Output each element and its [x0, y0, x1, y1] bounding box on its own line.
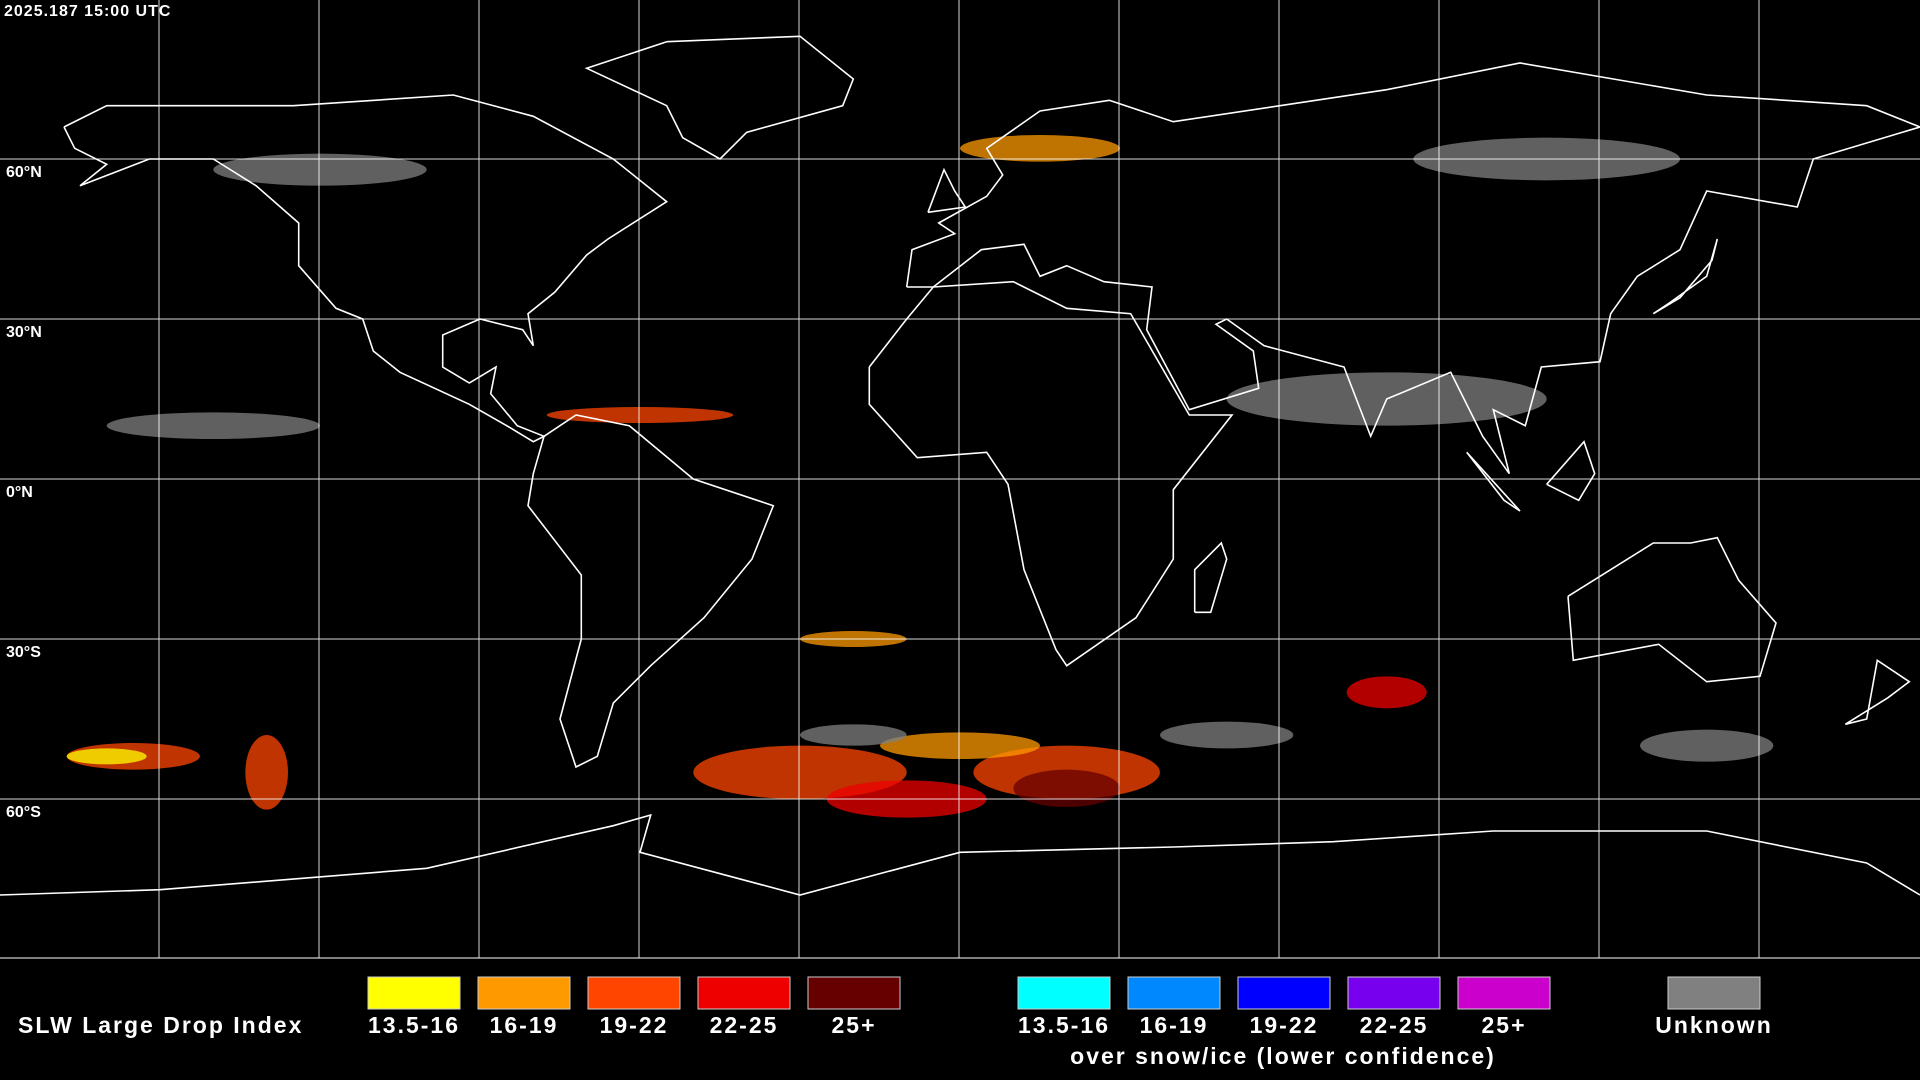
legend-label: 25+: [1481, 1012, 1526, 1038]
legend-label: 22-25: [1360, 1012, 1429, 1038]
cloud-patch: [960, 135, 1120, 162]
coastline: [1546, 440, 1596, 502]
coastline: [1652, 238, 1719, 315]
legend-label: Unknown: [1655, 1012, 1773, 1038]
coastline: [868, 280, 1234, 667]
legend-swatch: [1237, 976, 1331, 1010]
legend-label: 16-19: [490, 1012, 559, 1038]
legend-swatch: [587, 976, 681, 1010]
legend-swatch: [1127, 976, 1221, 1010]
cloud-patch: [1640, 729, 1774, 762]
legend-label: 16-19: [1140, 1012, 1209, 1038]
coastline: [927, 167, 967, 214]
legend: 13.5-16 16-19 19-22 22-25 25+ 13.5-16 16-19 19-…: [367, 976, 1773, 1038]
legend-swatch: [1457, 976, 1551, 1010]
cloud-patch: [1160, 721, 1294, 749]
coastline: [1567, 536, 1777, 683]
cloud-patch: [880, 732, 1040, 760]
legend-title: SLW Large Drop Index: [18, 1012, 303, 1038]
legend-swatch: [1347, 976, 1441, 1010]
coastline: [905, 62, 1920, 475]
cloud-patch: [800, 724, 907, 746]
legend-swatch: [477, 976, 571, 1010]
cloud-patch: [106, 412, 321, 439]
legend-label: 19-22: [600, 1012, 669, 1038]
cloud-patch: [245, 735, 288, 810]
coastline: [527, 414, 775, 769]
lat-label: 60°S: [6, 804, 41, 821]
legend-swatch: [1017, 976, 1111, 1010]
legend-label: 25+: [831, 1012, 876, 1038]
graticule: [0, 0, 1920, 958]
coastline: [63, 94, 669, 443]
coastline: [584, 35, 855, 160]
snow-caption: over snow/ice (lower confidence): [1070, 1043, 1496, 1069]
coastlines: [0, 35, 1920, 896]
lat-label: 30°S: [6, 644, 41, 661]
legend-label: 19-22: [1250, 1012, 1319, 1038]
cloud-patch: [1013, 769, 1120, 807]
legend-swatch: [367, 976, 461, 1010]
legend-swatch: [697, 976, 791, 1010]
coastline: [1466, 451, 1521, 512]
legend-swatch: [1667, 976, 1761, 1010]
lat-label: 60°N: [6, 164, 42, 181]
legend-swatch: [807, 976, 901, 1010]
coastline: [1193, 541, 1228, 614]
coastline: [1844, 658, 1911, 726]
legend-label: 22-25: [710, 1012, 779, 1038]
cloud-overlay: [66, 135, 1774, 818]
legend-label: 13.5-16: [368, 1012, 460, 1038]
lat-label: 0°N: [6, 484, 33, 501]
lat-label: 30°N: [6, 324, 42, 341]
cloud-patch: [213, 153, 427, 186]
coastline: [0, 813, 1920, 896]
legend-label: 13.5-16: [1018, 1012, 1110, 1038]
cloud-patch: [66, 748, 147, 765]
timestamp: 2025.187 15:00 UTC: [4, 3, 171, 20]
cloud-patch: [1346, 676, 1427, 709]
